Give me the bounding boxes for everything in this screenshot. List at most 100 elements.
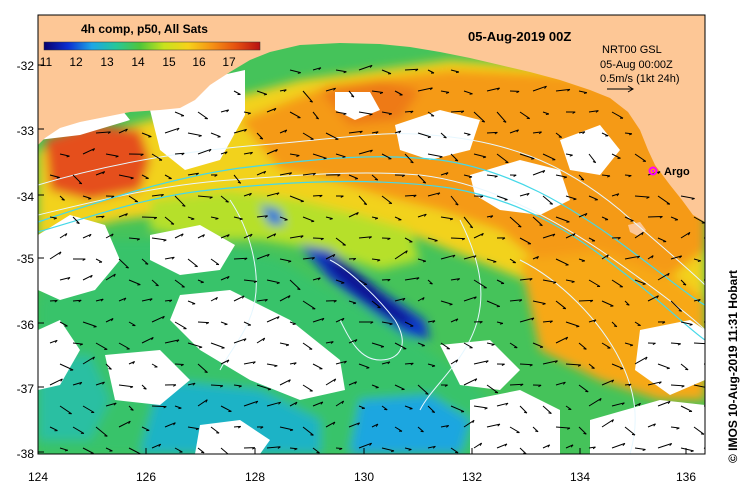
map-title: 4h comp, p50, All Sats — [81, 22, 208, 36]
current-vector — [335, 153, 346, 158]
current-vector-head — [54, 300, 58, 303]
current-vector — [670, 384, 685, 387]
current-vector-head — [181, 152, 185, 156]
current-vector-head — [443, 136, 447, 139]
current-vector-head — [497, 87, 500, 91]
current-vector — [289, 401, 298, 407]
current-vector — [578, 299, 593, 302]
current-vector-head — [244, 257, 248, 261]
current-vector-head — [82, 258, 86, 261]
current-vector — [187, 382, 196, 386]
current-vector — [670, 255, 682, 260]
current-vector-head — [377, 306, 381, 309]
lon-tick-label: 130 — [353, 470, 375, 484]
current-vector-head — [690, 450, 694, 453]
current-vector — [565, 153, 573, 156]
current-vector — [82, 356, 95, 365]
current-vector — [588, 153, 597, 164]
current-vector — [128, 279, 141, 286]
current-vector-head — [333, 300, 337, 303]
current-vector-head — [78, 182, 82, 185]
current-vector — [404, 237, 413, 243]
current-vector-head — [520, 383, 524, 387]
current-vector-head — [130, 177, 134, 180]
current-vector — [358, 442, 372, 449]
current-vector — [486, 131, 498, 134]
current-vector-head — [128, 420, 131, 424]
current-vector-head — [330, 341, 334, 344]
current-vector-head — [237, 425, 241, 429]
current-vector — [670, 216, 678, 221]
current-vector-head — [321, 318, 325, 321]
current-vector — [279, 172, 292, 176]
current-vector — [555, 300, 567, 310]
current-vector — [141, 258, 149, 265]
current-vector — [256, 90, 267, 95]
current-vector-head — [472, 420, 475, 424]
current-vector-head — [125, 128, 128, 132]
current-vector-head — [130, 386, 134, 389]
colorbar-tick: 16 — [192, 55, 206, 69]
current-vector — [243, 111, 251, 114]
argo-label: Argo — [664, 166, 690, 178]
current-vector-head — [343, 360, 347, 364]
current-vector — [440, 172, 449, 176]
current-vector — [141, 426, 150, 431]
current-vector — [335, 279, 345, 284]
current-vector-head — [449, 303, 453, 306]
current-vector-head — [255, 400, 259, 404]
current-vector-head — [111, 233, 114, 237]
colorbar-tick: 11 — [39, 55, 53, 69]
current-vector-head — [377, 259, 381, 262]
current-vector — [105, 153, 119, 157]
current-vector-head — [285, 344, 290, 347]
current-vector — [657, 443, 672, 449]
current-vector — [279, 379, 291, 386]
current-vector-head — [143, 387, 147, 390]
current-vector — [611, 442, 626, 449]
current-vector — [325, 132, 339, 140]
current-vector-head — [480, 195, 484, 198]
current-vector-head — [276, 316, 280, 320]
current-vector-head — [626, 303, 630, 306]
current-vector-head — [380, 346, 384, 348]
current-vector-head — [263, 93, 267, 96]
current-vector-head — [388, 113, 392, 116]
current-vector — [404, 110, 414, 113]
current-vector-head — [490, 215, 494, 219]
current-vector-head — [387, 279, 391, 282]
current-vector-head — [294, 401, 298, 405]
current-vector-head — [677, 343, 681, 346]
current-vector-head — [224, 151, 228, 155]
current-vector-head — [637, 255, 641, 259]
current-vector — [532, 342, 544, 348]
current-vector-head — [123, 297, 127, 301]
current-vector — [417, 384, 429, 395]
current-vector — [289, 447, 298, 450]
current-vector-head — [642, 449, 646, 451]
current-vector-head — [283, 89, 287, 92]
current-vector-head — [523, 411, 528, 414]
current-vector-head — [267, 253, 270, 257]
current-vector — [220, 359, 230, 365]
current-vector-head — [297, 72, 301, 74]
current-vector-head — [342, 156, 346, 158]
argo-marker[interactable] — [648, 166, 658, 176]
current-vector-head — [182, 205, 186, 207]
current-vector — [427, 445, 436, 449]
current-vector — [486, 423, 501, 428]
current-vector-head — [227, 234, 230, 238]
current-vector — [141, 174, 149, 179]
current-vector — [555, 216, 570, 223]
current-vector-head — [102, 171, 106, 175]
current-vector-head — [474, 378, 478, 382]
current-vector-head — [125, 213, 128, 217]
current-vector-head — [181, 233, 184, 237]
current-vector — [555, 174, 567, 178]
current-vector-head — [374, 178, 378, 181]
current-vector-head — [198, 346, 203, 349]
current-vector-head — [611, 379, 615, 383]
current-vector-head — [61, 199, 65, 201]
current-vector-head — [409, 408, 413, 410]
current-vector-head — [697, 299, 701, 302]
